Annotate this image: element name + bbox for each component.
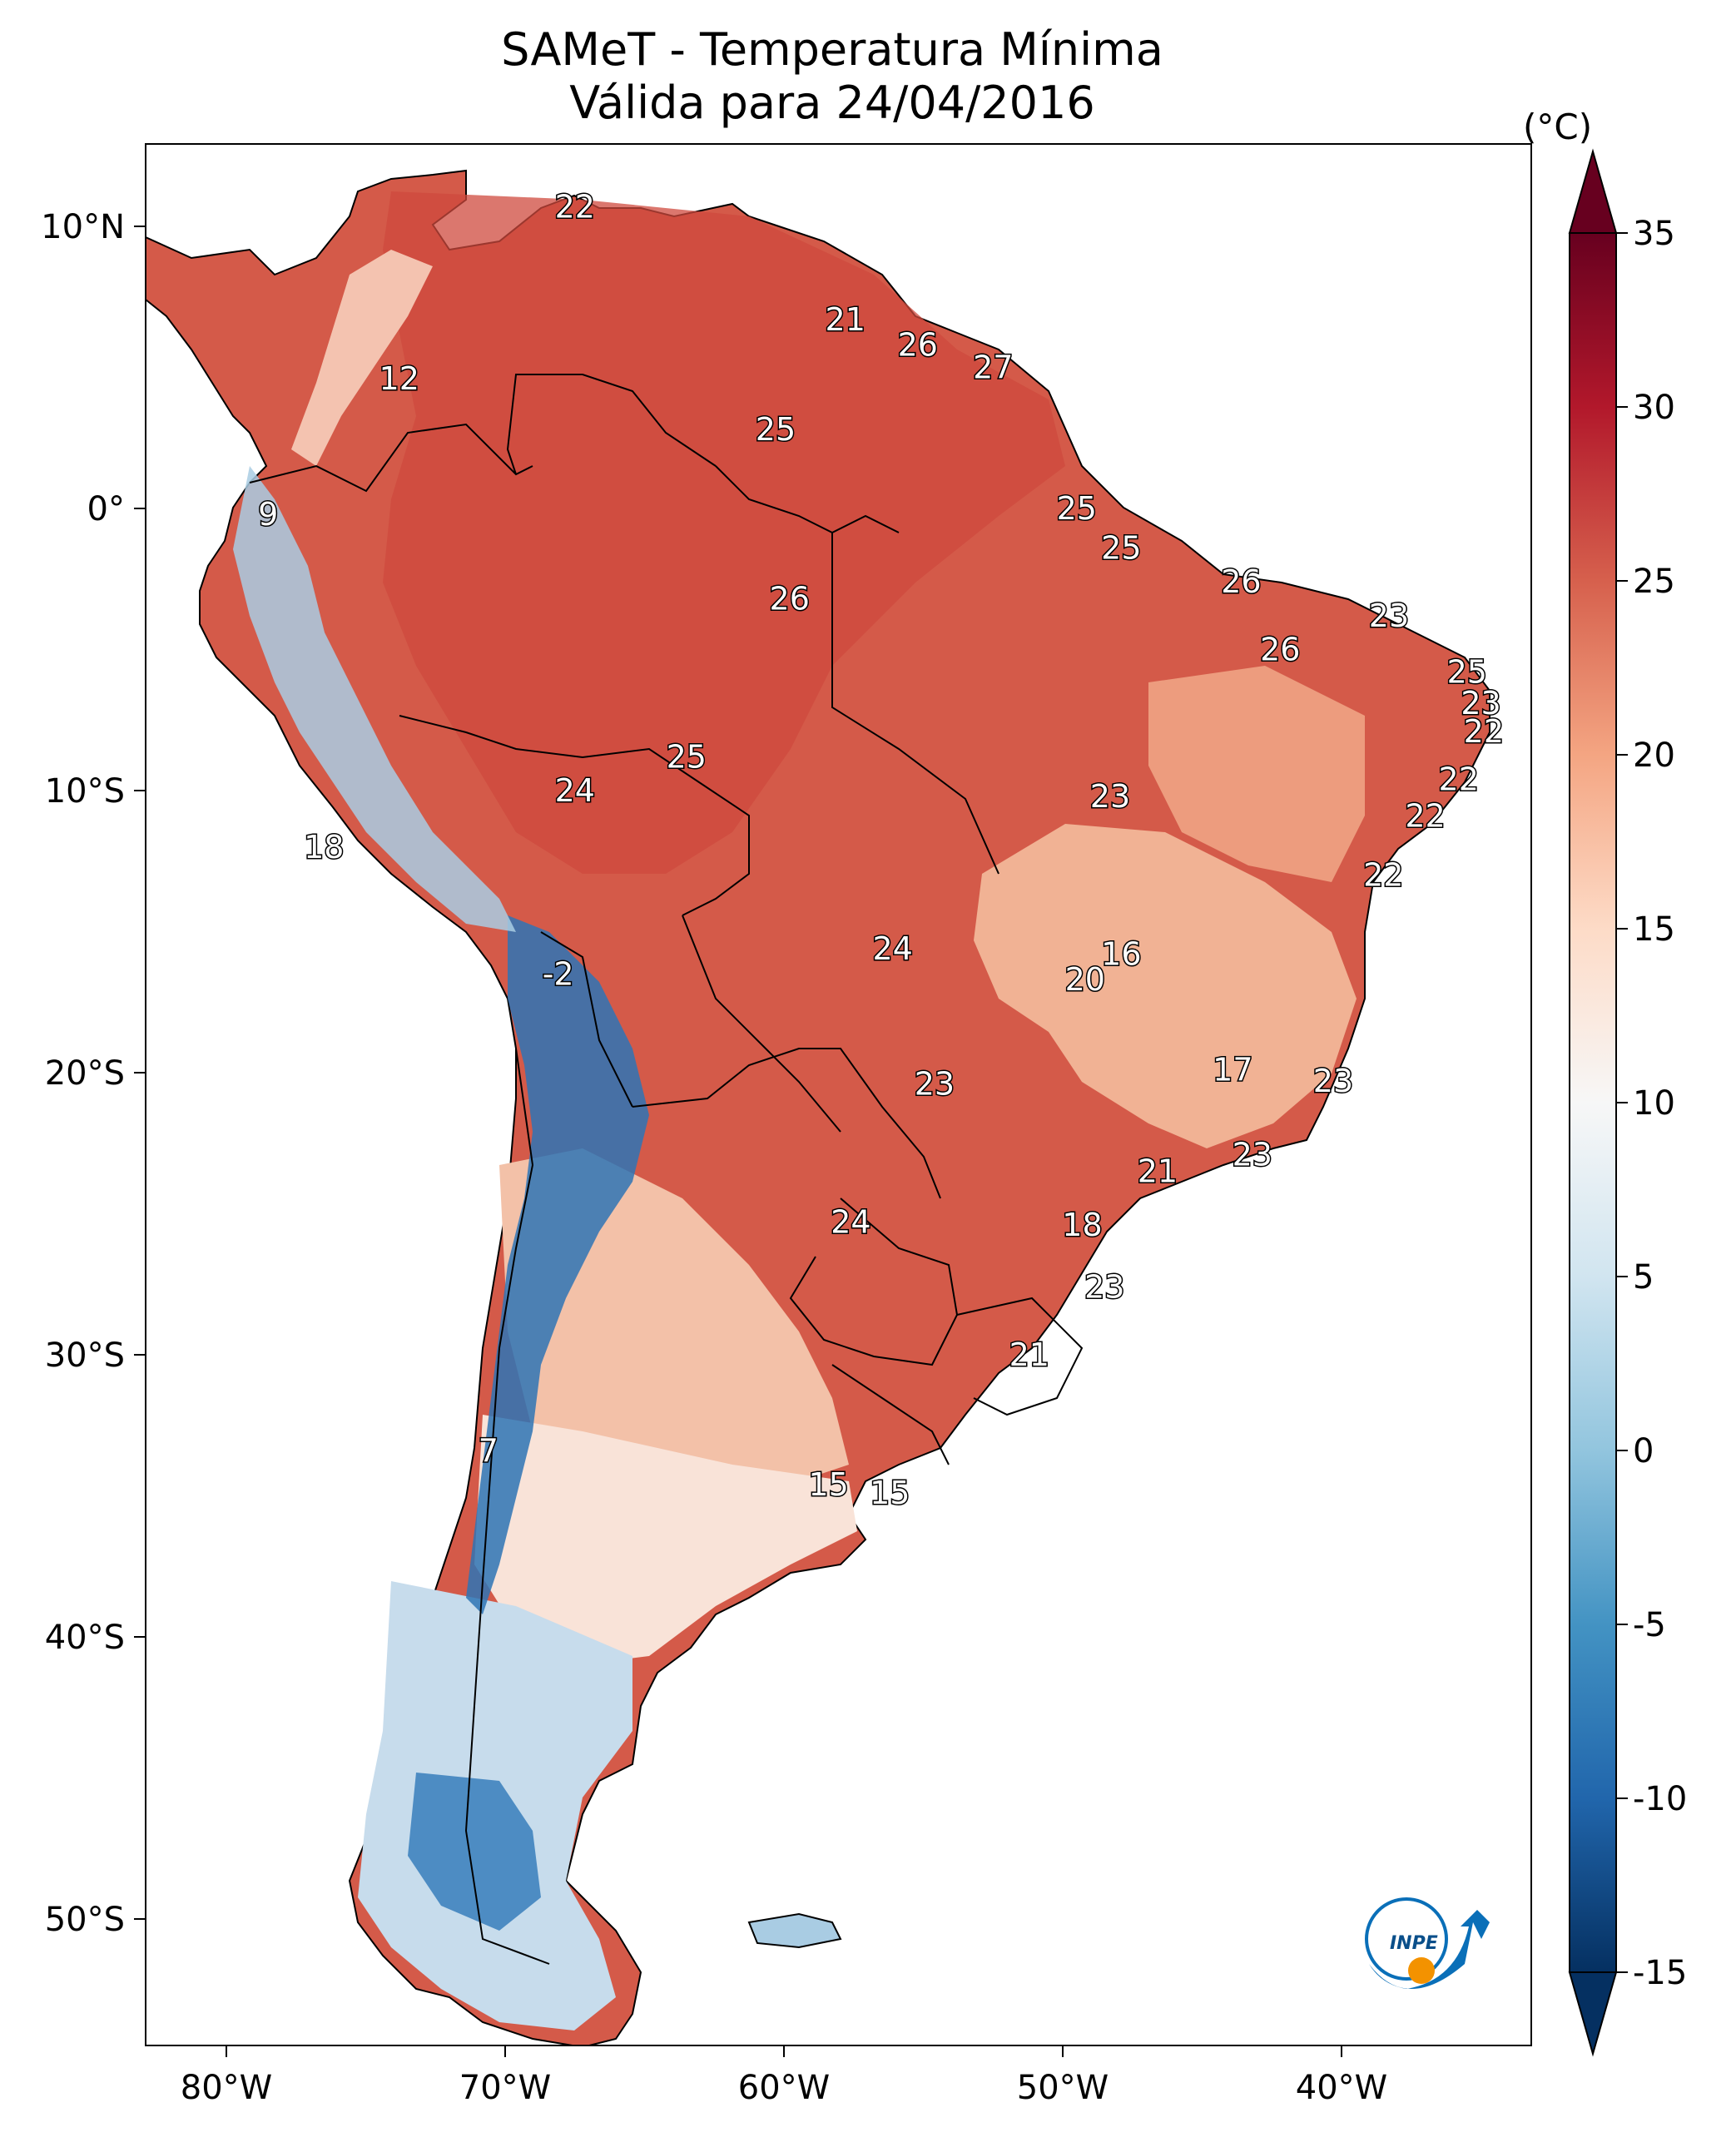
station-value-label: -2 <box>543 955 574 992</box>
station-value-label: 9 <box>258 496 278 533</box>
cool-region-pampa <box>474 1415 857 1664</box>
station-value-label: 24 <box>831 1204 870 1241</box>
station-value-label: 16 <box>1101 936 1141 973</box>
station-value-label: 18 <box>304 829 344 865</box>
lon-tick-label: 60°W <box>738 2069 830 2107</box>
station-value-label: 24 <box>555 772 595 809</box>
station-value-label: 26 <box>898 326 938 363</box>
andes-cold-northern-colombia <box>291 250 433 466</box>
station-value-label: 12 <box>379 360 419 397</box>
moderate-region-northeast <box>1148 666 1365 882</box>
colorbar-tick-label: 20 <box>1633 736 1675 775</box>
colorbar-unit-label: (°C) <box>1523 107 1593 147</box>
colorbar-max-extension <box>1568 148 1618 234</box>
lat-tick-label: 20°S <box>45 1054 125 1093</box>
station-value-label: 18 <box>1062 1207 1102 1243</box>
colorbar-tick-label: 25 <box>1633 563 1675 601</box>
longitude-axis: 80°W 70°W 60°W 50°W 40°W <box>181 2045 1387 2107</box>
station-value-label: 25 <box>1057 490 1097 527</box>
very-cold-region-patagonia <box>408 1773 541 1931</box>
station-value-label: 22 <box>1363 857 1403 894</box>
station-value-label: 23 <box>1233 1136 1272 1173</box>
logo-ring <box>1365 1897 1448 1981</box>
country-borders <box>249 374 1084 1965</box>
lat-tick-label: 0° <box>87 490 125 528</box>
plot-frame <box>145 143 1532 2046</box>
colorbar-tick-label: -15 <box>1633 1954 1687 1992</box>
latitude-axis: 10°N 0° 10°S 20°S 30°S 40°S 50°S <box>41 208 146 1939</box>
colorbar-tick-label: 0 <box>1633 1432 1654 1470</box>
station-value-label: 7 <box>479 1432 498 1469</box>
map-title-line1: SAMeT - Temperatura Mínima <box>501 23 1163 76</box>
colorbar-gradient <box>1569 232 1617 1973</box>
station-value-label: 17 <box>1213 1052 1252 1088</box>
colorbar-tick-label: -5 <box>1633 1606 1666 1644</box>
colorbar-tick-label: 5 <box>1633 1258 1654 1297</box>
station-value-label: 21 <box>826 301 866 338</box>
station-value-label: 25 <box>1101 529 1141 566</box>
station-value-label: 23 <box>1090 778 1130 815</box>
station-value-label: 26 <box>770 580 810 617</box>
moderate-region-southeast <box>974 824 1357 1148</box>
hot-region <box>383 191 1065 874</box>
andes-cold-band <box>466 915 649 1614</box>
station-value-label: 21 <box>1009 1336 1049 1373</box>
station-value-label: 23 <box>1461 685 1500 721</box>
lat-tick-label: 10°N <box>41 208 125 246</box>
lon-tick-label: 40°W <box>1296 2069 1387 2107</box>
logo-text: INPE <box>1390 1933 1438 1954</box>
station-value-label: 25 <box>1447 654 1487 691</box>
colorbar-ticks: 35 30 25 20 15 10 5 0 -5 -10 -15 <box>1616 215 1687 1992</box>
colorbar: 35 30 25 20 15 10 5 0 -5 -10 -15 <box>1568 148 1687 2057</box>
colorbar-tick-label: 15 <box>1633 910 1675 949</box>
station-value-label: 22 <box>1464 713 1504 750</box>
station-value-label: 25 <box>667 738 707 775</box>
station-value-label: 23 <box>915 1066 955 1103</box>
station-value-label: 23 <box>1084 1269 1124 1306</box>
station-value-label: 22 <box>555 188 595 225</box>
map-title-line2: Válida para 24/04/2016 <box>569 77 1095 129</box>
colorbar-tick-label: 10 <box>1633 1084 1675 1123</box>
continent-layer <box>146 169 1490 2045</box>
station-value-label: 23 <box>1369 598 1409 634</box>
station-value-label: 26 <box>1221 563 1261 600</box>
station-value-label: 23 <box>1313 1063 1353 1099</box>
lon-tick-label: 50°W <box>1017 2069 1109 2107</box>
lat-tick-label: 50°S <box>45 1901 125 1939</box>
colorbar-tick-label: -10 <box>1633 1780 1687 1818</box>
station-value-label: 25 <box>756 411 796 448</box>
logo-arrow-icon <box>1369 1910 1490 1989</box>
station-value-label: 22 <box>1405 798 1445 835</box>
station-value-label: 27 <box>973 350 1013 386</box>
station-value-label: 15 <box>870 1475 910 1511</box>
inpe-logo: INPE <box>1365 1897 1490 1989</box>
station-value-label: 26 <box>1260 632 1300 668</box>
colorbar-tick-label: 35 <box>1633 215 1675 253</box>
andes-cool-band-north <box>233 466 516 932</box>
station-value-label: 20 <box>1065 961 1105 998</box>
station-value-label: 22 <box>1439 761 1479 797</box>
lat-tick-label: 30°S <box>45 1336 125 1375</box>
station-value-label: 24 <box>872 930 912 967</box>
colorbar-min-extension <box>1568 1971 1618 2057</box>
lon-tick-label: 80°W <box>181 2069 272 2107</box>
station-value-label: 21 <box>1138 1153 1178 1190</box>
lat-tick-label: 10°S <box>45 772 125 811</box>
falklands-island <box>747 1912 842 1949</box>
lon-tick-label: 70°W <box>459 2069 551 2107</box>
colorbar-tick-label: 30 <box>1633 389 1675 427</box>
logo-sun-icon <box>1408 1957 1435 1984</box>
station-value-label: 15 <box>808 1466 848 1503</box>
lat-tick-label: 40°S <box>45 1619 125 1657</box>
